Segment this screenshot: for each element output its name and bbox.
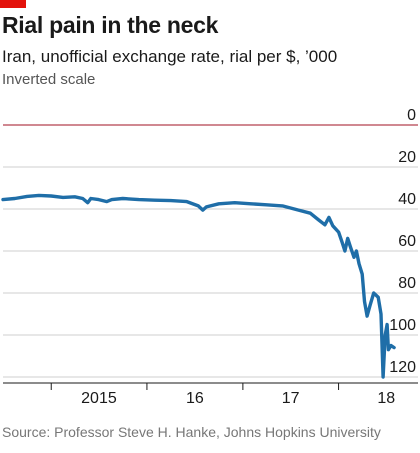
chart-subtitle: Iran, unofficial exchange rate, rial per… xyxy=(2,47,338,66)
x-tick-label: 17 xyxy=(282,390,300,407)
x-tick-label: 18 xyxy=(377,390,395,407)
series-line xyxy=(1,193,396,379)
y-tick-label: 40 xyxy=(398,191,416,208)
y-tick-label: 100 xyxy=(389,317,416,334)
x-tick-label: 16 xyxy=(186,390,204,407)
y-tick-label: 20 xyxy=(398,149,416,166)
y-tick-label: 80 xyxy=(398,275,416,292)
y-tick-label: 60 xyxy=(398,233,416,250)
source-note: Source: Professor Steve H. Hanke, Johns … xyxy=(2,424,381,440)
scale-note: Inverted scale xyxy=(2,71,96,88)
chart-title: Rial pain in the neck xyxy=(2,12,219,38)
accent-tag xyxy=(0,0,26,8)
y-tick-label: 0 xyxy=(407,107,416,124)
y-tick-label: 120 xyxy=(389,359,416,376)
x-tick-label: 2015 xyxy=(81,390,117,407)
